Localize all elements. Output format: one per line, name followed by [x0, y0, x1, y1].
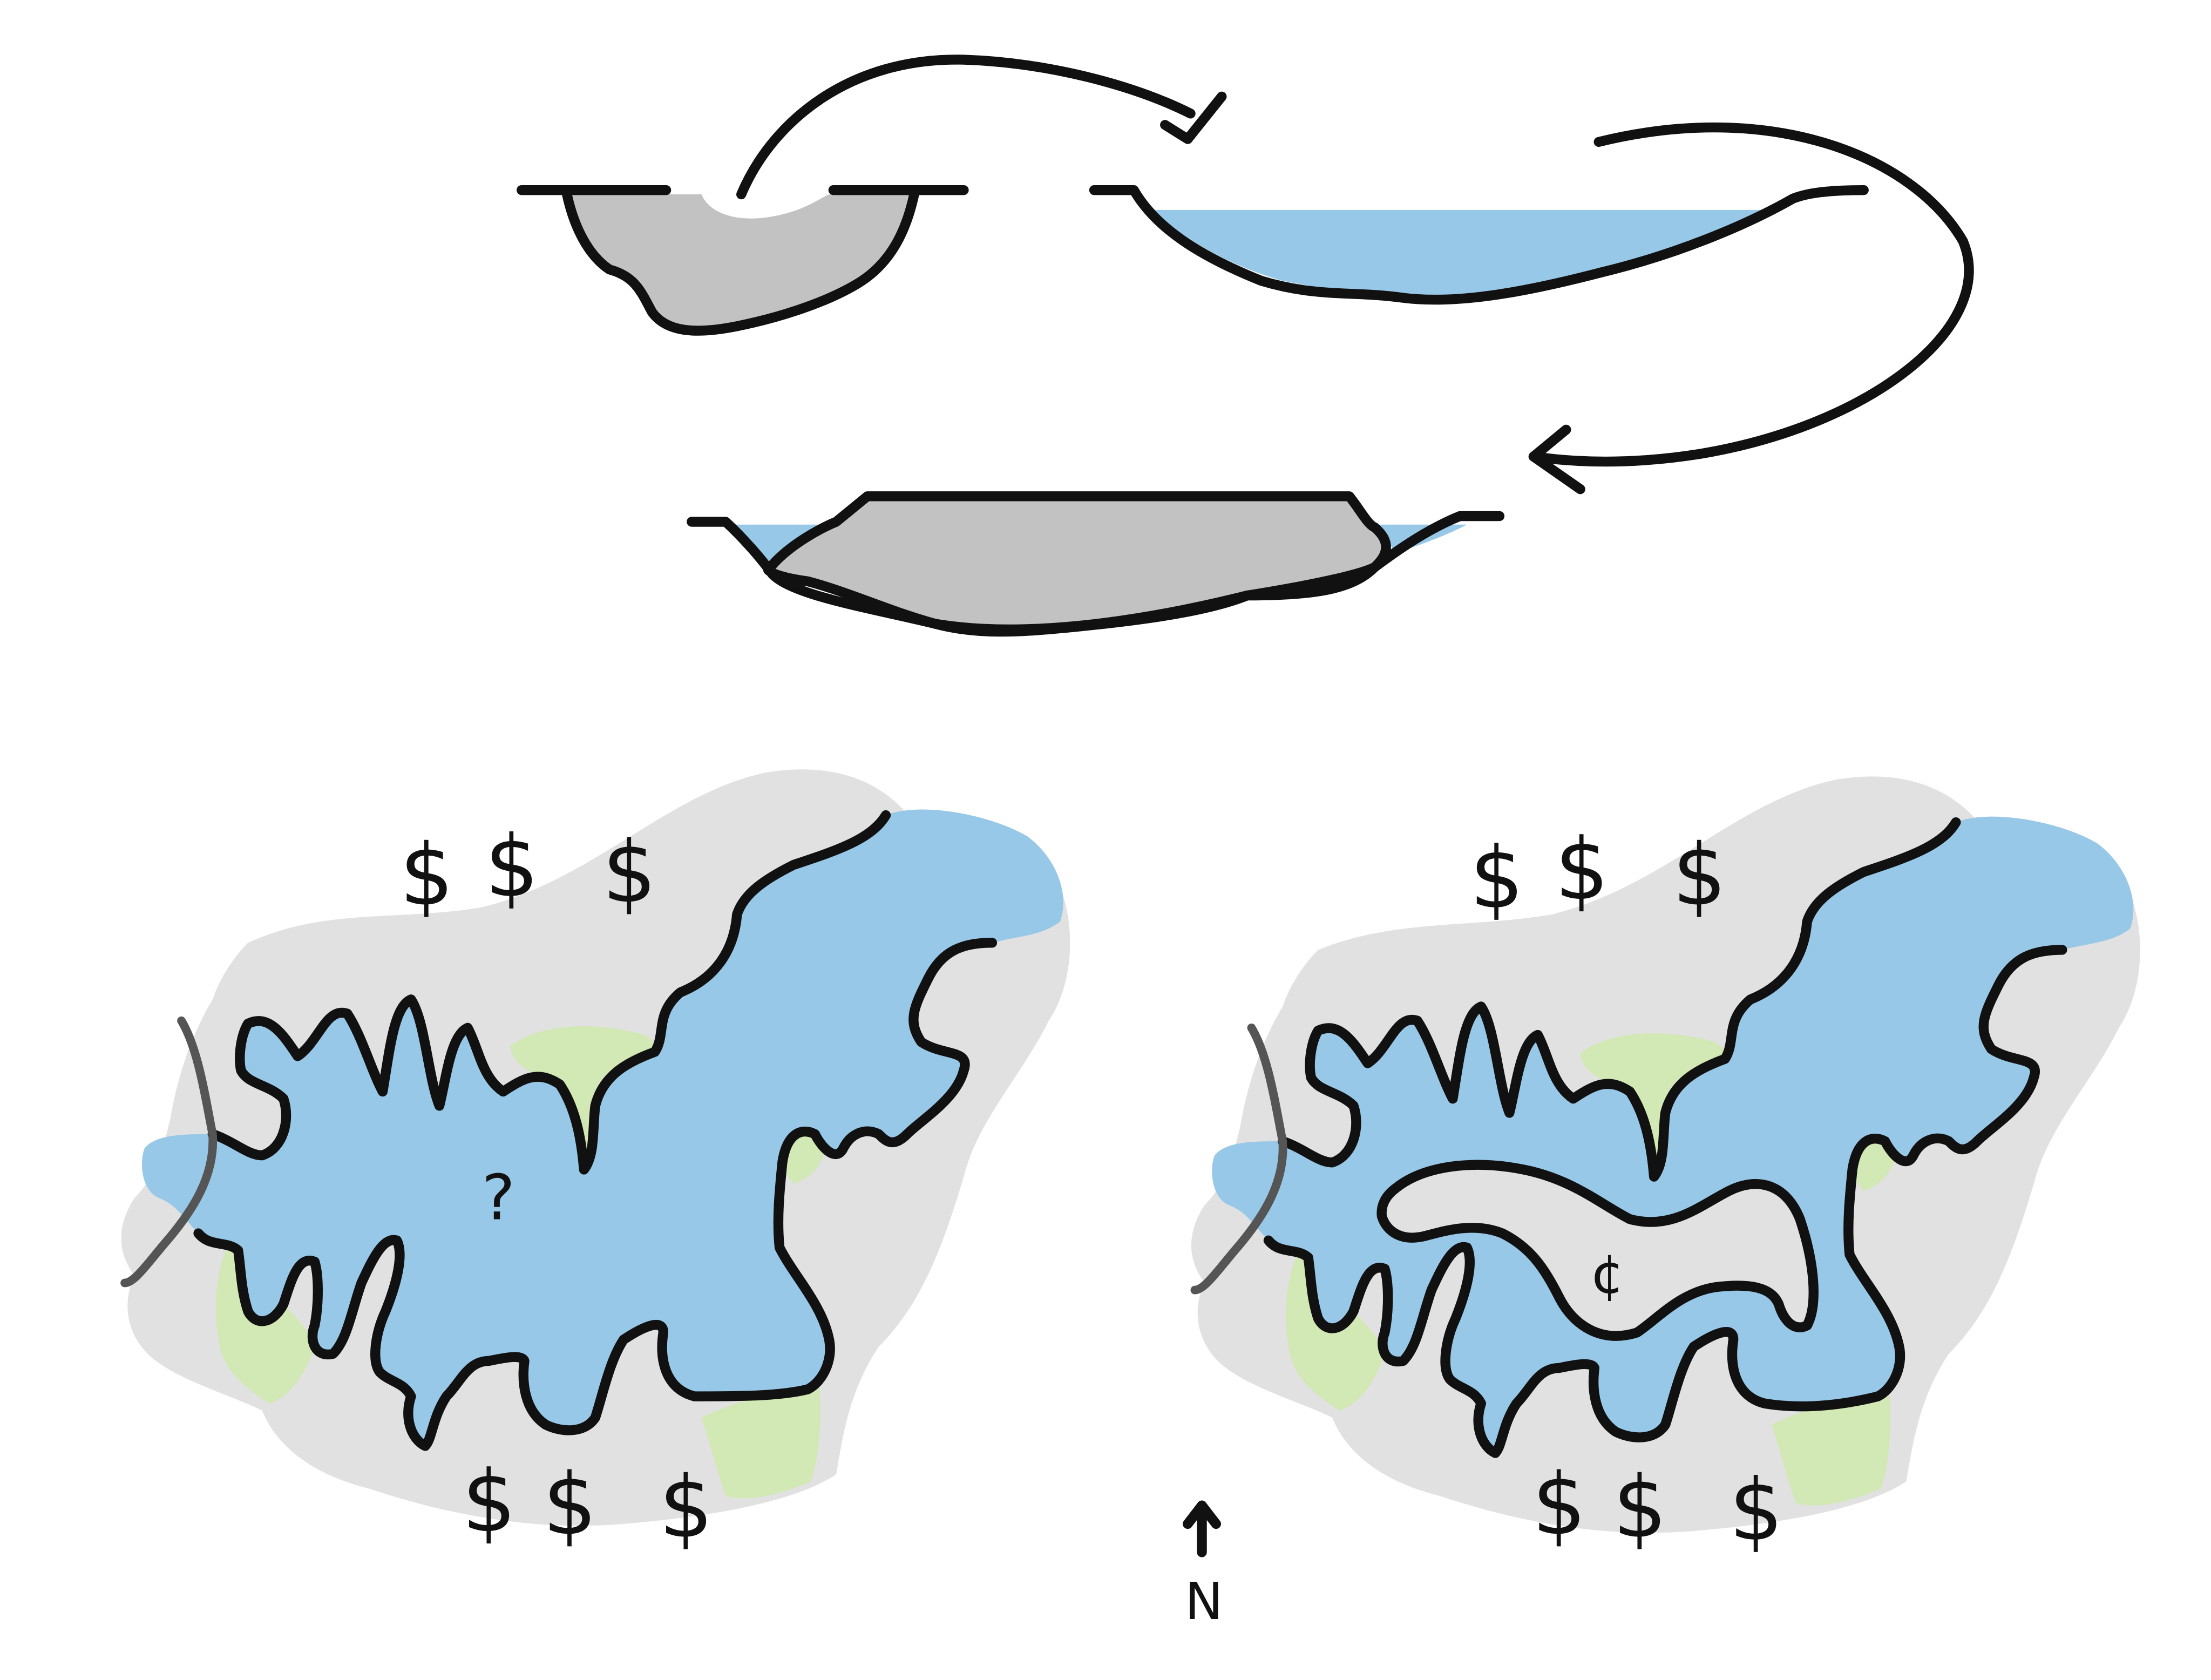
- cross-section-panel: [517, 55, 1974, 637]
- basin-outline: [1089, 185, 1869, 305]
- channel-outline: [687, 511, 1505, 635]
- section-dredged-sediment: [517, 185, 969, 336]
- map-right: ¢ $ $ $ $ $ $: [1190, 776, 2140, 1560]
- dollar-mark: $: [1613, 1459, 1667, 1557]
- arrow-step1-to-step2: [736, 55, 1227, 200]
- green-patch-southeast: [1772, 1393, 1890, 1506]
- dollar-mark: $: [399, 826, 453, 925]
- map-left: ? $ $ $ $ $ $: [120, 769, 1070, 1557]
- lake-outline: [1263, 817, 2067, 1458]
- arrow-up-icon: [1183, 1500, 1221, 1557]
- dollar-mark: $: [485, 818, 539, 917]
- dollar-mark: $: [1672, 826, 1726, 925]
- question-mark: ?: [482, 1162, 515, 1234]
- dollar-mark: $: [1532, 1455, 1586, 1554]
- dollar-mark: $: [602, 823, 656, 922]
- dollar-mark: $: [543, 1455, 597, 1554]
- dollar-mark: $: [1555, 821, 1609, 919]
- lake: [141, 809, 1063, 1446]
- lake: [1212, 816, 2134, 1453]
- north-dollar-marks: $ $ $: [1470, 821, 1727, 928]
- section-lake-basin: [1089, 185, 1869, 305]
- basin-water: [1151, 209, 1765, 299]
- road: [120, 1016, 218, 1288]
- dollar-mark: $: [1470, 829, 1524, 928]
- north-label: N: [1185, 1572, 1223, 1631]
- checkmark-icon: [1160, 91, 1227, 144]
- north-dollar-marks: $ $ $: [399, 818, 656, 925]
- south-dollar-marks: $ $ $: [462, 1453, 713, 1557]
- dredge-outline: [562, 189, 919, 336]
- road: [1190, 1024, 1287, 1295]
- arrow-step2-to-step3: [1528, 122, 1974, 494]
- north-arrow: N: [1183, 1500, 1223, 1631]
- island-water-left: [725, 524, 822, 570]
- arrowhead-icon: [1528, 424, 1585, 494]
- dollar-mark: $: [659, 1459, 713, 1557]
- green-patch-southeast: [701, 1386, 820, 1499]
- cent-mark: ¢: [1590, 1243, 1624, 1306]
- new-island-outline: [1376, 1160, 1819, 1341]
- dollar-mark: $: [462, 1453, 516, 1552]
- section-raised-island: [687, 491, 1505, 637]
- dollar-mark: $: [1729, 1461, 1783, 1560]
- lake-outline: [193, 810, 998, 1451]
- dredge-fill: [567, 194, 914, 331]
- south-dollar-marks: $ $ $: [1532, 1455, 1783, 1560]
